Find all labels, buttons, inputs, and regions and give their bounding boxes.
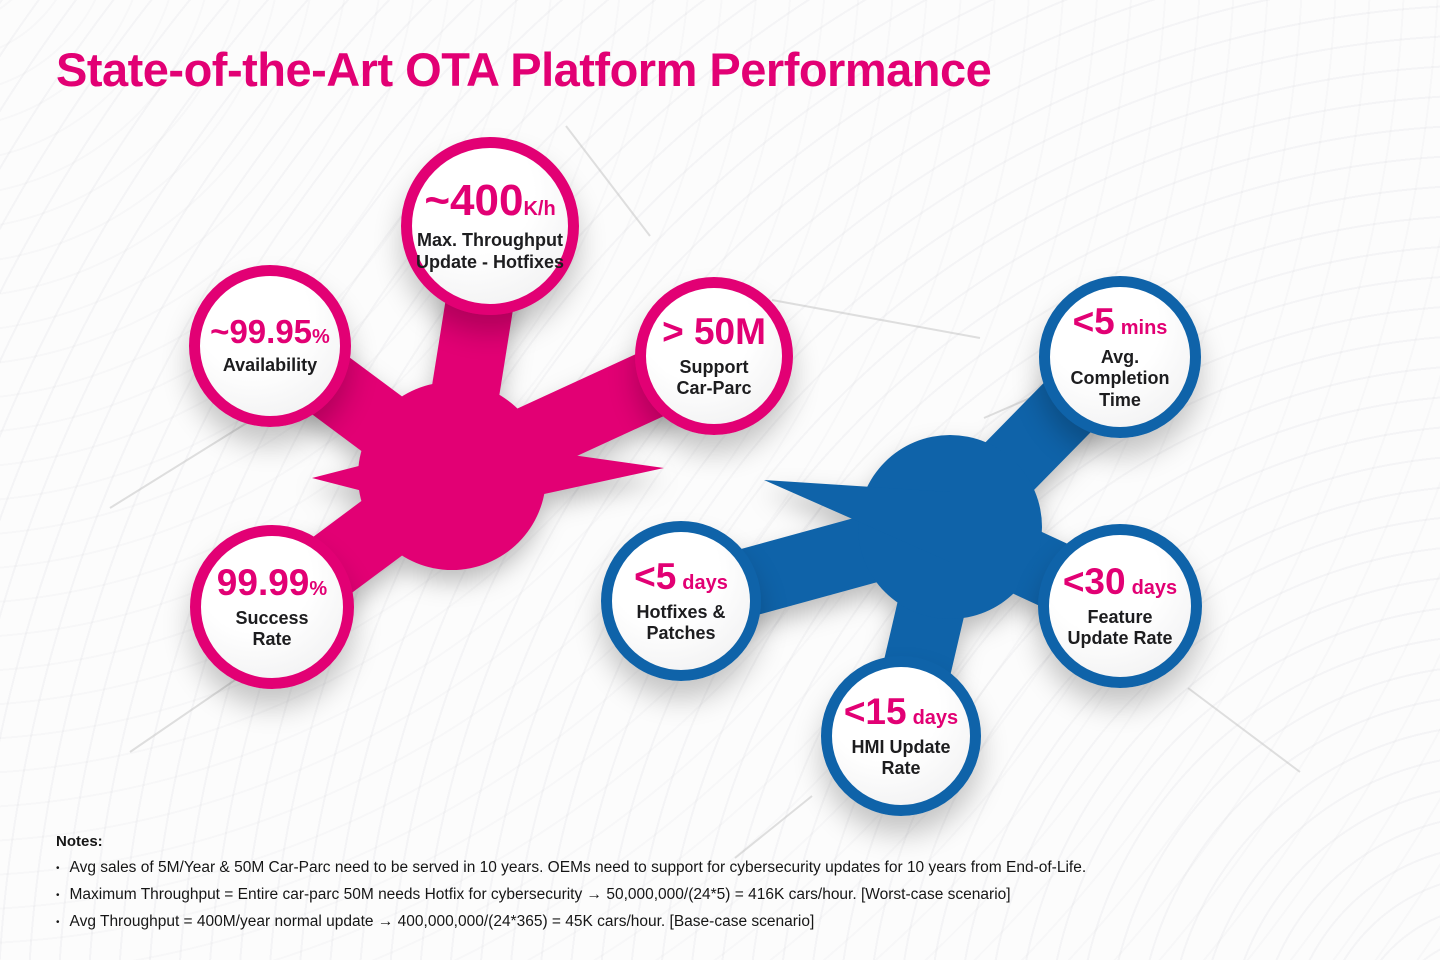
bullet-icon: •: [56, 863, 60, 874]
metric-unit: K/h: [523, 198, 556, 221]
metric-value: <5 mins: [1073, 303, 1168, 340]
metric-bubble-hmi-update: <15 days HMI Update Rate: [821, 656, 981, 816]
note-text: Maximum Throughput = Entire car-parc 50M…: [69, 886, 1011, 903]
metric-number: > 50M: [662, 310, 766, 352]
note-text: Avg sales of 5M/Year & 50M Car-Parc need…: [69, 859, 1087, 876]
metric-bubble-car-parc: > 50M Support Car-Parc: [635, 277, 793, 435]
metric-value: ~99.95%: [210, 315, 330, 348]
metric-unit: days: [1131, 576, 1178, 599]
metric-label: Availability: [222, 355, 318, 376]
bullet-icon: •: [56, 890, 60, 901]
metric-label: Hotfixes & Patches: [636, 601, 726, 643]
metric-number: ~99.95: [210, 313, 313, 351]
metric-bubble-throughput: ~400K/h Max. Throughput Update - Hotfixe…: [401, 137, 579, 315]
metric-bubble-success-rate: 99.99% Success Rate: [190, 525, 354, 689]
metric-number: <30: [1062, 560, 1126, 602]
metric-bubble-feature-update: <30 days Feature Update Rate: [1038, 524, 1202, 688]
notes-heading: Notes:: [56, 833, 103, 850]
bullet-icon: •: [56, 917, 60, 928]
metric-number: 99.99: [216, 561, 310, 603]
metric-unit: %: [309, 577, 328, 600]
metric-bubble-availability: ~99.95% Availability: [189, 265, 351, 427]
metric-value: ~400K/h: [424, 179, 555, 223]
note-item: • Maximum Throughput = Entire car-parc 5…: [56, 886, 1086, 905]
metric-unit: days: [912, 706, 959, 729]
metric-bubble-completion-time: <5 mins Avg. Completion Time: [1039, 276, 1201, 438]
metric-unit: %: [312, 326, 330, 349]
metric-number: <15: [843, 690, 907, 732]
metric-label: Success Rate: [235, 607, 309, 649]
metric-value: 99.99%: [217, 564, 327, 601]
metric-unit: days: [682, 571, 728, 594]
metric-value: <30 days: [1063, 563, 1177, 600]
page-title: State-of-the-Art OTA Platform Performanc…: [56, 43, 992, 96]
metric-label: Max. Throughput Update - Hotfixes: [415, 230, 565, 272]
metric-bubble-hotfixes-patches: <5 days Hotfixes & Patches: [601, 521, 761, 681]
metric-label: Support Car-Parc: [676, 356, 752, 398]
note-item: • Avg sales of 5M/Year & 50M Car-Parc ne…: [56, 859, 1086, 878]
metric-number: <5: [634, 555, 677, 597]
note-text: Avg Throughput = 400M/year normal update…: [69, 913, 815, 930]
metric-number: <5: [1072, 301, 1115, 343]
metric-label: HMI Update Rate: [851, 736, 951, 778]
note-item: • Avg Throughput = 400M/year normal upda…: [56, 913, 1086, 932]
metric-value: > 50M: [662, 313, 766, 350]
metric-unit: mins: [1120, 317, 1168, 340]
metric-number: ~400: [424, 176, 524, 226]
metric-label: Avg. Completion Time: [1070, 347, 1170, 410]
metric-value: <15 days: [844, 693, 958, 730]
accent-lines: [109, 125, 1301, 859]
notes-section: Notes: • Avg sales of 5M/Year & 50M Car-…: [56, 833, 1086, 940]
metric-label: Feature Update Rate: [1067, 606, 1173, 648]
metric-value: <5 days: [634, 558, 728, 595]
